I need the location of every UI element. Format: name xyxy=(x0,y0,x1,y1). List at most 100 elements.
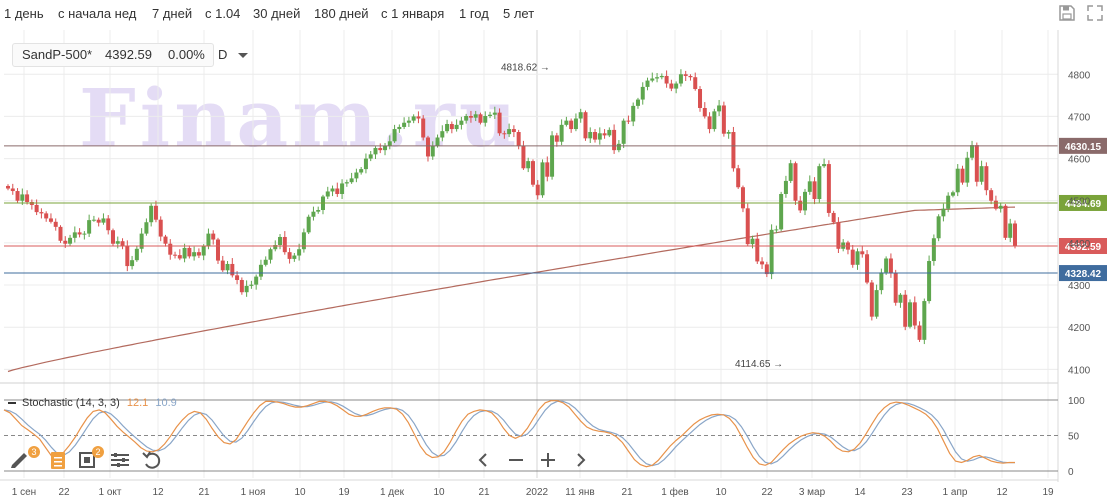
candle-body xyxy=(874,290,879,317)
candle-body xyxy=(163,236,168,244)
plus-icon[interactable] xyxy=(536,448,560,472)
candle-body xyxy=(263,259,268,265)
candle-body xyxy=(316,210,321,212)
period-week-start[interactable]: с начала нед xyxy=(58,6,137,21)
candle-body xyxy=(946,195,951,209)
expand-icon[interactable] xyxy=(1086,4,1104,22)
x-tick-label: 1 окт xyxy=(99,487,122,498)
y-tick-label: 4500 xyxy=(1068,197,1091,208)
x-tick-label: 3 мар xyxy=(799,487,826,498)
stochastic-k-value: 12.1 xyxy=(126,397,149,409)
interval-selector[interactable]: D xyxy=(218,47,228,62)
candle-body xyxy=(774,229,779,231)
document-icon[interactable] xyxy=(46,448,70,472)
candle-body xyxy=(793,163,798,201)
candle-body xyxy=(764,264,769,275)
period-180-days[interactable]: 180 дней xyxy=(314,6,369,21)
undo-icon[interactable] xyxy=(140,448,164,472)
period-1-year[interactable]: 1 год xyxy=(459,6,489,21)
candle-body xyxy=(588,132,593,139)
candle-body xyxy=(822,164,827,167)
floppy-disk-icon[interactable] xyxy=(1058,4,1076,22)
x-tick-label: 19 xyxy=(1042,487,1054,498)
candle-body xyxy=(25,194,30,202)
candle-body xyxy=(993,200,998,209)
price-level-tag xyxy=(1059,238,1107,255)
minus-icon[interactable] xyxy=(504,448,528,472)
candle-body xyxy=(235,275,240,280)
candle-body xyxy=(10,188,15,192)
candle-body xyxy=(473,114,478,118)
candle-body xyxy=(688,75,693,78)
candle-body xyxy=(554,135,559,142)
candle-body xyxy=(449,124,454,130)
candle-body xyxy=(225,263,230,271)
candle-body xyxy=(698,89,703,108)
candle-body xyxy=(483,115,488,123)
candle-body xyxy=(903,294,908,327)
candle-body xyxy=(68,237,73,244)
period-5-years[interactable]: 5 лет xyxy=(503,6,535,21)
candle-body xyxy=(855,251,860,265)
candle-body xyxy=(301,232,306,250)
instrument-selector[interactable]: SandP-500* 4392.59 0.00% xyxy=(12,43,214,67)
candle-body xyxy=(884,258,889,273)
period-1-day[interactable]: 1 день xyxy=(4,6,44,21)
candle-body xyxy=(740,187,745,209)
candle-body xyxy=(306,216,311,233)
chevron-left-icon[interactable] xyxy=(472,448,496,472)
candle-body xyxy=(1013,223,1017,246)
max-annotation: 4818.62 → xyxy=(501,62,550,73)
candle-body xyxy=(989,190,994,201)
candle-body xyxy=(750,238,755,245)
candle-body xyxy=(397,126,402,130)
candle-body xyxy=(63,240,68,244)
candle-body xyxy=(211,233,216,240)
add-indicator-icon[interactable] xyxy=(76,448,100,472)
y-tick-label: 4100 xyxy=(1068,365,1091,376)
candle-body xyxy=(182,247,187,259)
period-since-1-04[interactable]: с 1.04 xyxy=(205,6,241,21)
x-tick-label: 11 янв xyxy=(565,487,594,498)
period-ytd[interactable]: с 1 января xyxy=(381,6,445,21)
x-tick-label: 21 xyxy=(478,487,490,498)
candle-body xyxy=(593,132,598,140)
candle-body xyxy=(44,213,49,219)
sliders-icon[interactable] xyxy=(108,448,132,472)
instrument-price: 4392.59 xyxy=(105,47,152,62)
candle-body xyxy=(908,302,913,327)
candle-body xyxy=(497,112,502,134)
candle-body xyxy=(454,124,459,130)
candle-body xyxy=(826,164,831,213)
watermark: Finam.ru xyxy=(79,71,521,165)
x-tick-label: 2022 xyxy=(526,487,549,498)
min-annotation: 4114.65 → xyxy=(735,359,783,370)
candle-body xyxy=(106,218,111,231)
x-tick-label: 1 апр xyxy=(943,487,968,498)
candle-body xyxy=(187,247,192,257)
candle-body xyxy=(970,145,975,158)
candle-body xyxy=(115,241,120,244)
candle-body xyxy=(39,212,44,214)
period-7-days[interactable]: 7 дней xyxy=(152,6,193,21)
candle-body xyxy=(626,120,631,122)
candle-body xyxy=(492,112,497,115)
price-level-label: 4494.69 xyxy=(1065,199,1102,210)
candle-body xyxy=(931,238,936,262)
dash-icon xyxy=(8,402,16,405)
candle-body xyxy=(898,294,903,303)
candle-body xyxy=(888,258,893,274)
period-30-days[interactable]: 30 дней xyxy=(253,6,301,21)
chevron-right-icon[interactable] xyxy=(568,448,592,472)
candle-body xyxy=(273,244,278,250)
bottom-toolbar: 3 2 xyxy=(0,446,1108,474)
pencil-icon[interactable] xyxy=(8,448,32,472)
candle-body xyxy=(674,83,679,89)
candle-body xyxy=(736,168,741,188)
candle-body xyxy=(812,181,817,200)
candle-body xyxy=(421,118,426,138)
chevron-down-icon[interactable] xyxy=(238,53,248,58)
candle-body xyxy=(530,161,535,185)
candle-body xyxy=(464,115,469,121)
